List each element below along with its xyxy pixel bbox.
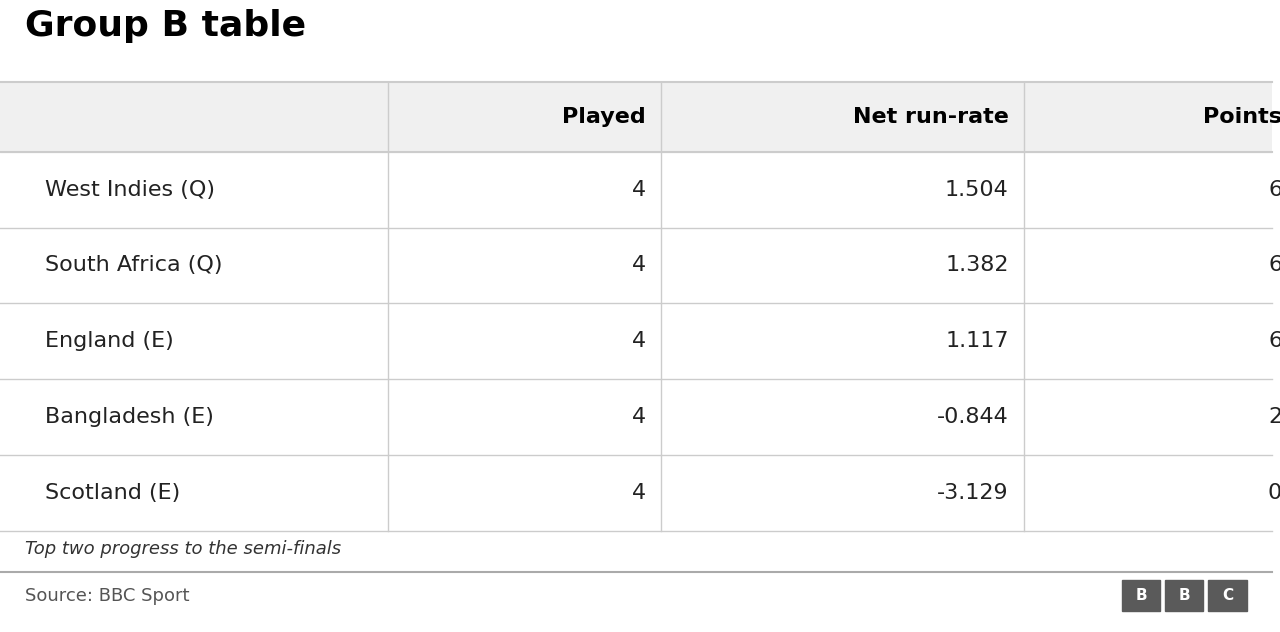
- Text: Bangladesh (E): Bangladesh (E): [45, 407, 214, 427]
- Text: South Africa (Q): South Africa (Q): [45, 255, 221, 276]
- Text: Played: Played: [562, 107, 646, 127]
- Text: 0: 0: [1268, 483, 1280, 503]
- Text: Group B table: Group B table: [26, 9, 307, 44]
- Text: 6: 6: [1268, 179, 1280, 200]
- Text: -3.129: -3.129: [937, 483, 1009, 503]
- Text: Scotland (E): Scotland (E): [45, 483, 179, 503]
- Text: Points: Points: [1203, 107, 1280, 127]
- Text: 2: 2: [1268, 407, 1280, 427]
- Text: 4: 4: [632, 179, 646, 200]
- Text: B: B: [1135, 588, 1147, 603]
- Text: 6: 6: [1268, 331, 1280, 351]
- Text: 4: 4: [632, 331, 646, 351]
- Text: 4: 4: [632, 255, 646, 276]
- Bar: [1165, 580, 1203, 611]
- Text: Source: BBC Sport: Source: BBC Sport: [26, 586, 189, 605]
- Text: 4: 4: [632, 407, 646, 427]
- Text: 1.382: 1.382: [945, 255, 1009, 276]
- Text: 1.117: 1.117: [945, 331, 1009, 351]
- Text: -0.844: -0.844: [937, 407, 1009, 427]
- Text: West Indies (Q): West Indies (Q): [45, 179, 215, 200]
- Text: Net run-rate: Net run-rate: [852, 107, 1009, 127]
- Text: 6: 6: [1268, 255, 1280, 276]
- Text: 4: 4: [632, 483, 646, 503]
- Bar: [0, 82, 1272, 152]
- Text: 1.504: 1.504: [945, 179, 1009, 200]
- Text: Top two progress to the semi-finals: Top two progress to the semi-finals: [26, 540, 342, 558]
- Bar: [1123, 580, 1160, 611]
- Text: C: C: [1222, 588, 1233, 603]
- Bar: [1208, 580, 1247, 611]
- Text: England (E): England (E): [45, 331, 173, 351]
- Text: B: B: [1179, 588, 1190, 603]
